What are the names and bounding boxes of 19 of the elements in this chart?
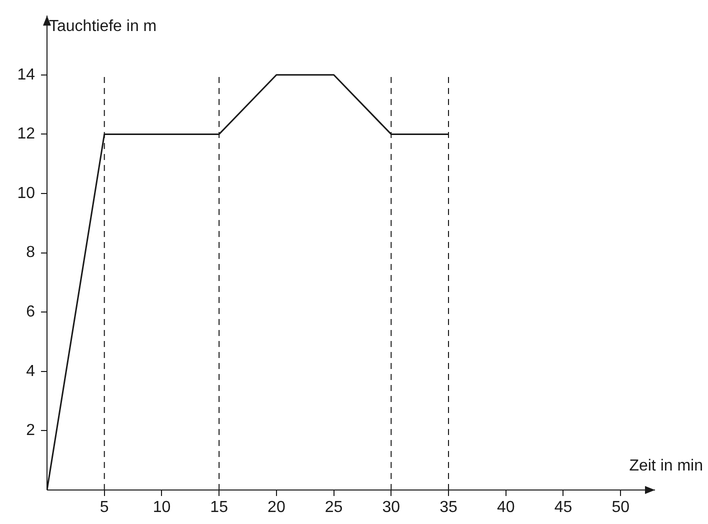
x-axis-title: Zeit in min: [629, 457, 703, 474]
x-tick-label: 35: [440, 499, 458, 516]
x-tick-label: 40: [496, 499, 515, 516]
x-tick-label: 25: [324, 499, 343, 516]
x-tick-label: 50: [612, 499, 630, 516]
y-tick-label: 14: [17, 66, 36, 84]
x-tick-label: 30: [382, 499, 400, 516]
y-tick-label: 8: [26, 244, 36, 262]
x-tick-label: 15: [210, 499, 228, 516]
y-tick-label: 12: [17, 126, 36, 143]
x-tick-label: 45: [554, 499, 572, 516]
y-axis-title: Tauchtiefe in m: [49, 18, 157, 36]
y-tick-label: 2: [26, 422, 36, 440]
y-tick-label: 6: [26, 304, 36, 321]
x-tick-label: 10: [152, 499, 171, 516]
x-tick-label: 20: [268, 499, 286, 516]
y-tick-label: 10: [17, 184, 36, 202]
x-tick-label: 5: [100, 499, 109, 516]
y-tick-label: 4: [26, 362, 36, 380]
